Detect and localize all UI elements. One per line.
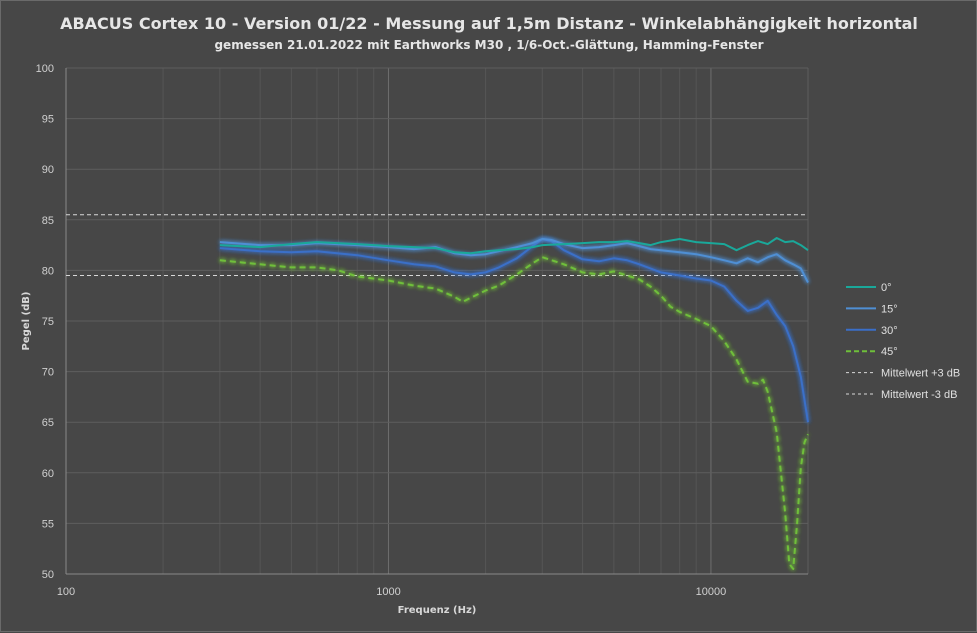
y-axis-label: Pegel (dB) — [21, 292, 32, 351]
legend-label: 45° — [881, 346, 898, 358]
chart-subtitle: gemessen 21.01.2022 mit Earthworks M30 ,… — [214, 38, 763, 52]
grid-lines — [65, 67, 809, 575]
legend-label: Mittelwert +3 dB — [881, 368, 960, 380]
y-tick-label: 100 — [36, 63, 54, 75]
series-line-2 — [219, 238, 809, 423]
y-tick-label: 65 — [42, 417, 54, 429]
legend: 0° 15° 30° 45° Mittelwert +3 dB Mittelwert -3… — [846, 282, 960, 401]
y-tick-label: 50 — [42, 569, 54, 581]
y-tick-label: 80 — [42, 265, 54, 277]
x-tick-label: 10000 — [696, 586, 727, 598]
y-tick-label: 60 — [42, 468, 54, 480]
y-tick-label: 55 — [42, 518, 54, 530]
legend-label: 15° — [881, 303, 898, 315]
y-tick-label: 85 — [42, 215, 54, 227]
y-tick-label: 90 — [42, 164, 54, 176]
series-line-1 — [219, 238, 809, 283]
tick-labels: 50 55 60 65 70 75 80 85 90 95 100 100 1000 10000 — [36, 63, 727, 598]
y-tick-label: 95 — [42, 114, 54, 126]
y-tick-label: 75 — [42, 316, 54, 328]
legend-label: 0° — [881, 282, 892, 294]
series-lines — [66, 214, 809, 570]
x-axis-label: Frequenz (Hz) — [398, 605, 477, 616]
y-tick-label: 70 — [42, 367, 54, 379]
x-tick-label: 1000 — [376, 586, 400, 598]
series-line-0 — [219, 237, 809, 255]
x-tick-label: 100 — [57, 586, 75, 598]
legend-label: 30° — [881, 325, 898, 337]
chart-title: ABACUS Cortex 10 - Version 01/22 - Messu… — [60, 14, 918, 33]
legend-label: Mittelwert -3 dB — [881, 389, 957, 401]
